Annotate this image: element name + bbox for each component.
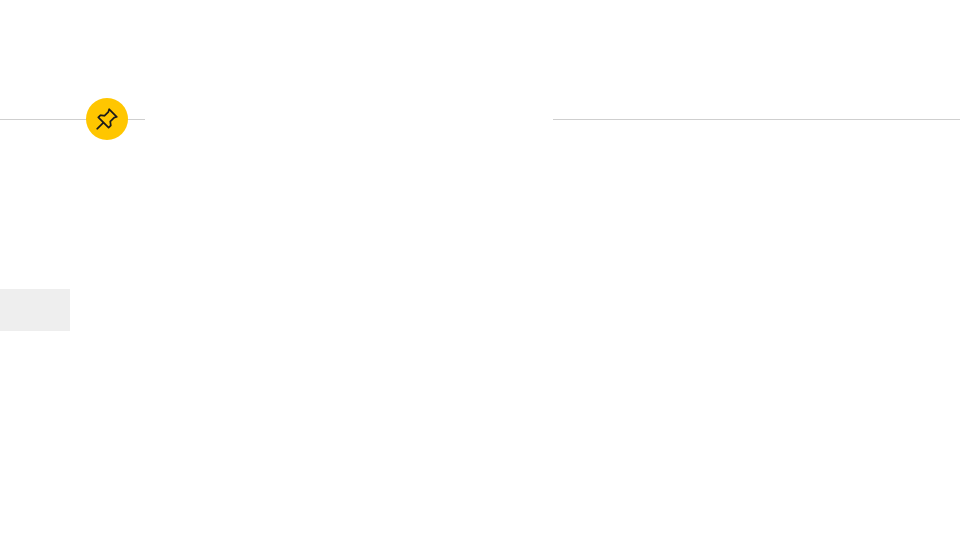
slides-band-background	[0, 289, 70, 331]
header-rule-left	[0, 119, 145, 120]
pin-badge	[86, 98, 128, 140]
pushpin-icon	[96, 108, 118, 130]
header-rule-right	[553, 119, 960, 120]
